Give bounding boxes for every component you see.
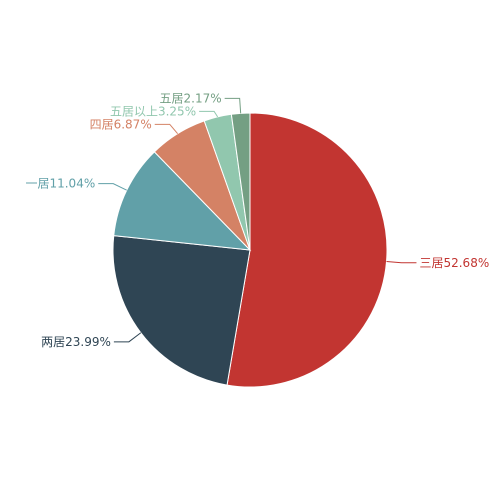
slice-label: 一居11.04% bbox=[25, 176, 95, 190]
slice-label: 五居以上3.25% bbox=[110, 104, 196, 118]
label-line bbox=[98, 183, 127, 191]
slice-label: 三居52.68% bbox=[419, 255, 489, 269]
slice-label-value: 6.87% bbox=[114, 117, 152, 131]
slice-label-value: 2.17% bbox=[184, 91, 222, 105]
slice-label-name: 两居 bbox=[41, 334, 65, 348]
pie-slice bbox=[113, 151, 252, 251]
slice-label: 四居6.87% bbox=[90, 117, 152, 131]
slice-label-name: 五居以上 bbox=[110, 104, 158, 118]
slice-label-name: 一居 bbox=[25, 176, 49, 190]
pie-slice bbox=[226, 112, 388, 388]
slice-label-value: 52.68% bbox=[443, 255, 489, 269]
label-line bbox=[113, 332, 142, 343]
label-line bbox=[224, 97, 242, 114]
slice-label-value: 23.99% bbox=[65, 334, 111, 348]
pie-slice bbox=[112, 235, 251, 386]
label-line bbox=[154, 123, 179, 134]
slice-label-name: 四居 bbox=[90, 117, 114, 131]
slice-label-name: 五居 bbox=[160, 91, 184, 105]
slice-label: 两居23.99% bbox=[41, 334, 111, 348]
slice-label-name: 三居 bbox=[419, 255, 443, 269]
label-line bbox=[386, 261, 417, 264]
slice-label-value: 3.25% bbox=[158, 104, 196, 118]
slice-label-value: 11.04% bbox=[49, 176, 95, 190]
label-line bbox=[199, 110, 219, 118]
slice-label: 五居2.17% bbox=[160, 91, 222, 105]
